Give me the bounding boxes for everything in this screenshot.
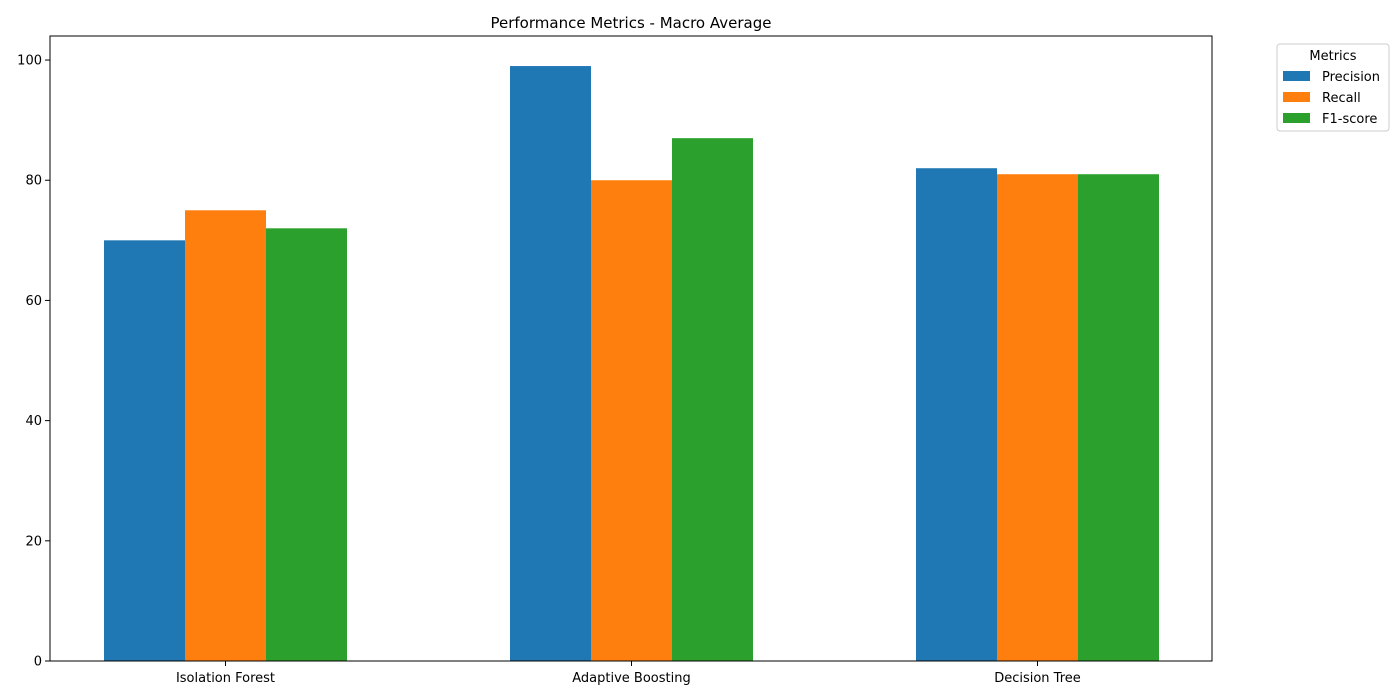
legend-label: Precision xyxy=(1322,70,1380,85)
legend-swatch-precision xyxy=(1283,71,1310,81)
bar-isolation-forest-recall xyxy=(185,210,266,661)
bar-adaptive-boosting-precision xyxy=(510,66,591,661)
y-tick-label: 80 xyxy=(25,174,42,189)
x-tick-label: Decision Tree xyxy=(994,671,1081,686)
legend-swatch-f1-score xyxy=(1283,113,1310,123)
y-tick-label: 0 xyxy=(34,655,42,670)
chart-title: Performance Metrics - Macro Average xyxy=(491,14,772,32)
bar-decision-tree-precision xyxy=(916,168,997,661)
legend-box xyxy=(1276,43,1390,132)
bar-adaptive-boosting-recall xyxy=(591,180,672,661)
bar-adaptive-boosting-f1-score xyxy=(672,138,753,662)
bars-group xyxy=(104,66,1159,662)
legend-title: Metrics xyxy=(1309,49,1356,64)
y-tick-label: 60 xyxy=(25,294,42,309)
legend-label: F1-score xyxy=(1322,112,1377,127)
bar-decision-tree-recall xyxy=(997,174,1078,661)
y-tick-label: 40 xyxy=(25,414,42,429)
y-axis: 0 20 40 60 80 100 xyxy=(17,54,50,670)
legend-label: Recall xyxy=(1322,91,1361,106)
y-tick-label: 100 xyxy=(17,54,42,69)
bar-isolation-forest-precision xyxy=(104,240,185,662)
x-tick-label: Isolation Forest xyxy=(176,671,275,686)
x-tick-label: Adaptive Boosting xyxy=(572,671,690,686)
legend-swatch-recall xyxy=(1283,92,1310,102)
bar-isolation-forest-f1-score xyxy=(266,228,347,662)
x-axis: Isolation Forest Adaptive Boosting Decisio… xyxy=(176,661,1081,686)
bar-decision-tree-f1-score xyxy=(1078,174,1159,661)
legend: Metrics Precision Recall F1-score xyxy=(1276,43,1390,132)
y-tick-label: 20 xyxy=(25,534,42,549)
